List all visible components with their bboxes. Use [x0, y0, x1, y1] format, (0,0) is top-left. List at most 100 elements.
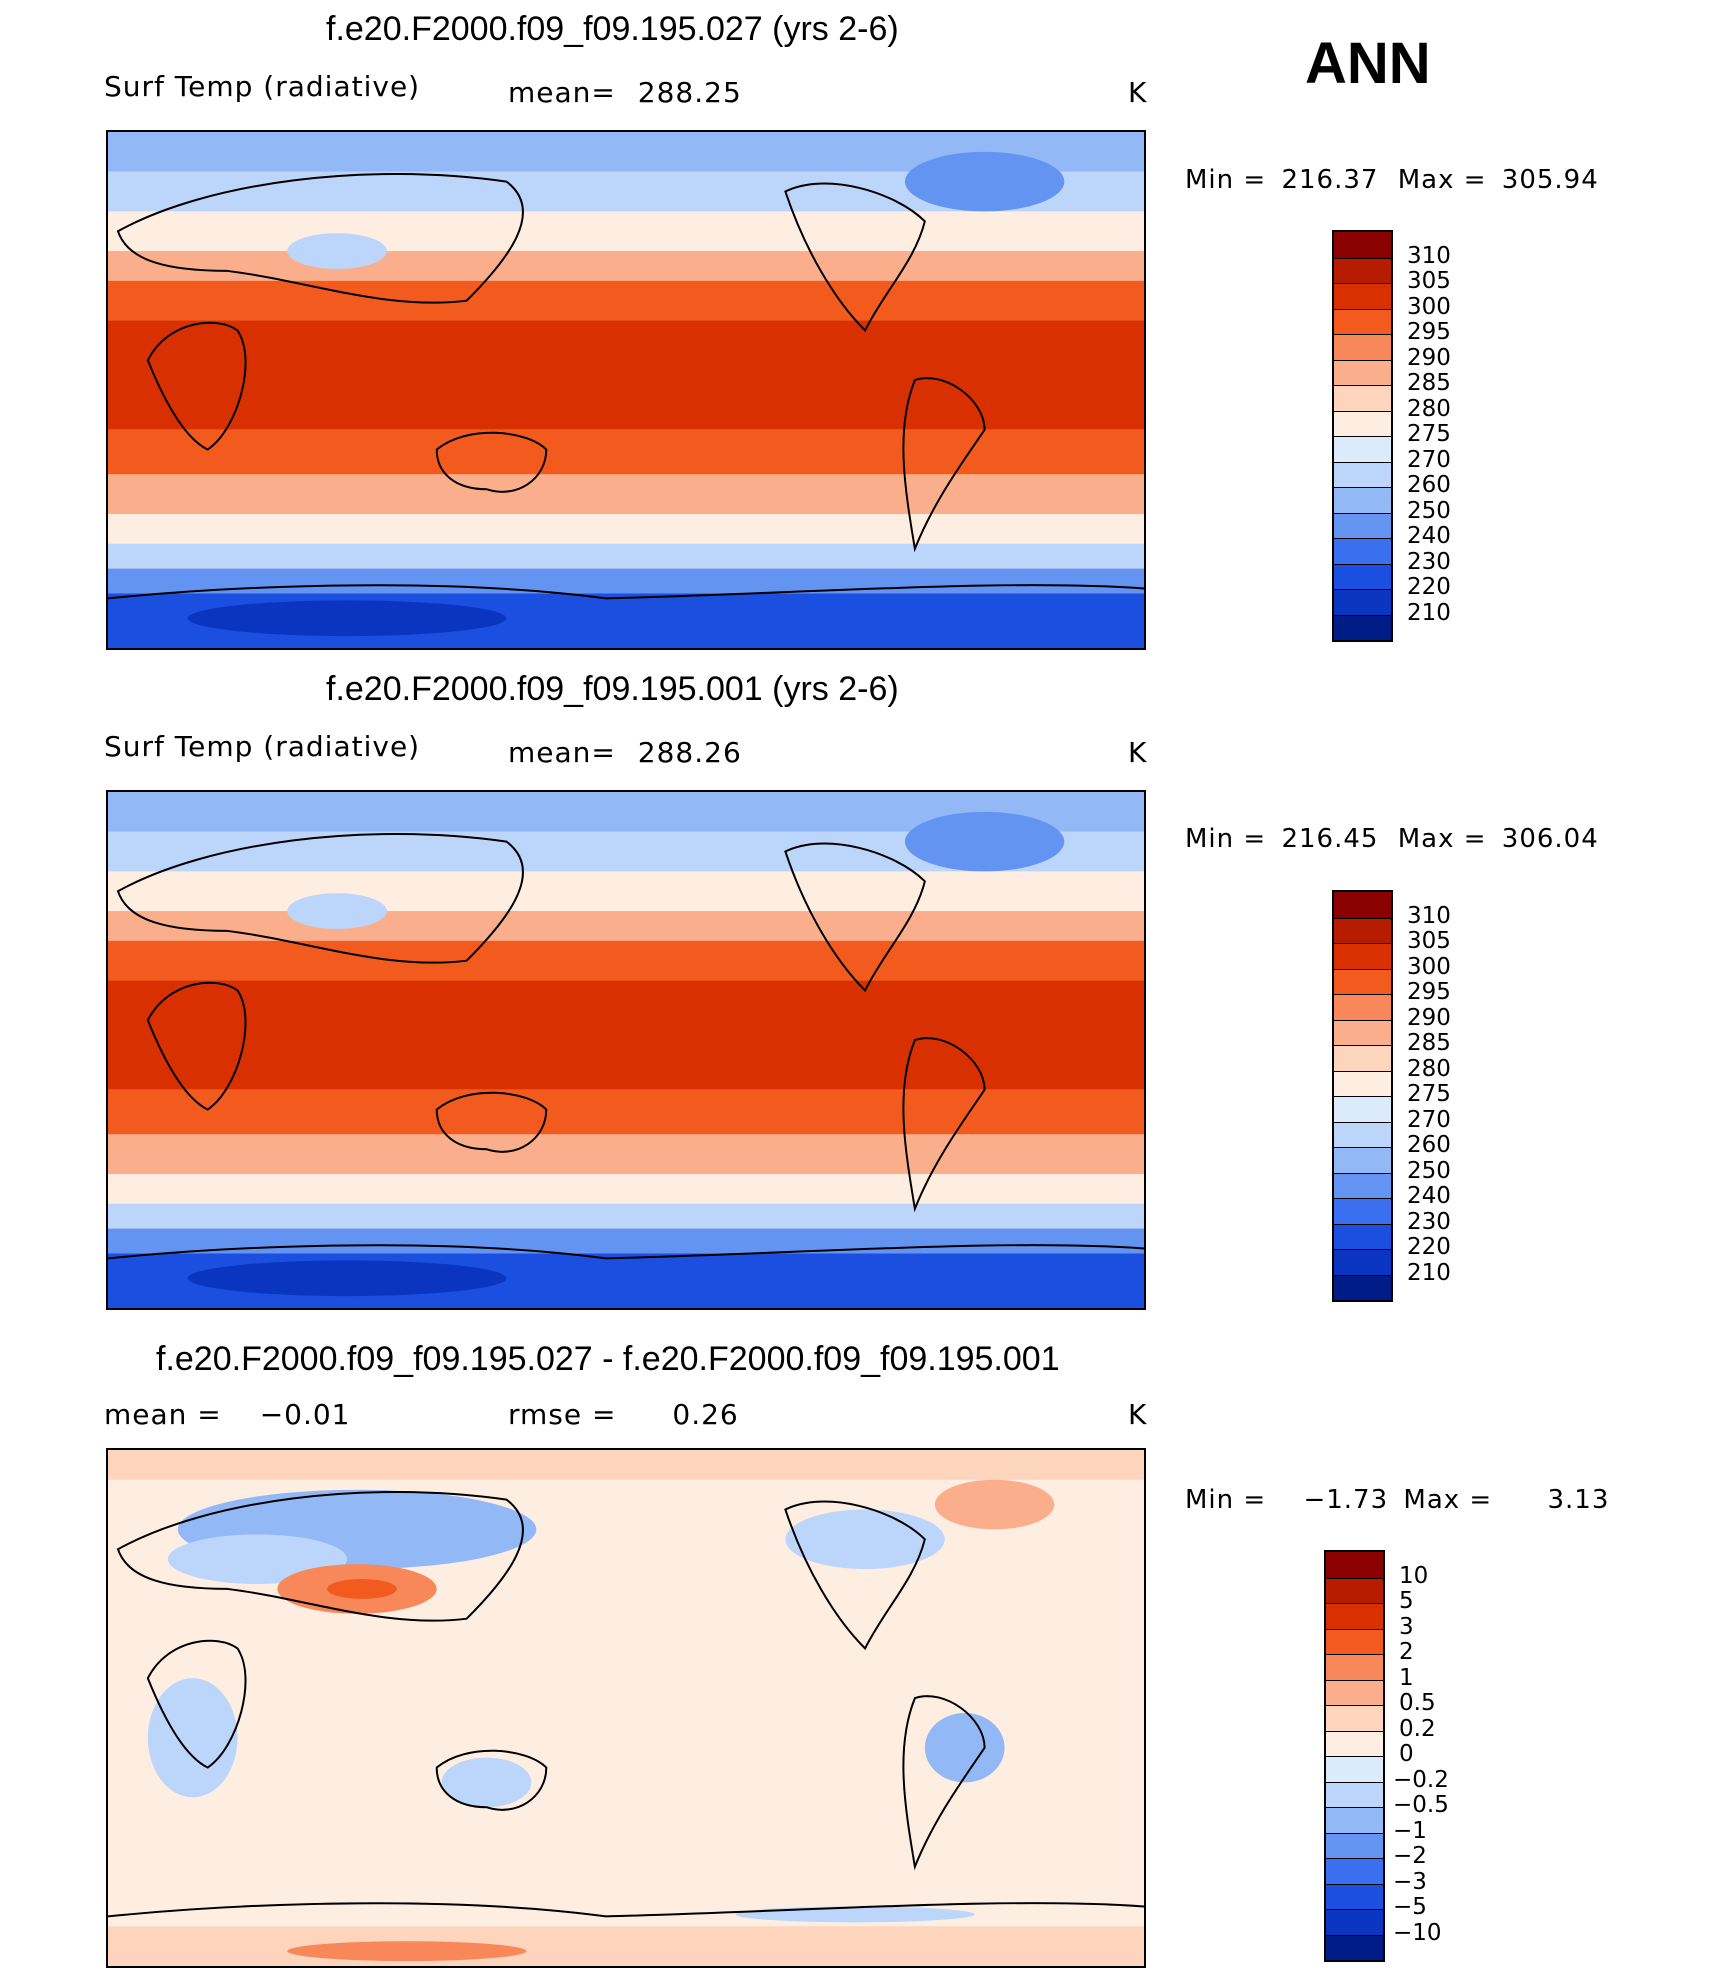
panel-1-mean-label: mean= — [508, 76, 616, 109]
north-america-outline — [784, 842, 926, 993]
colorbar-tick-label: 250 — [1407, 1157, 1451, 1184]
colorbar-tick-label: 290 — [1407, 1004, 1451, 1031]
band-south-mid — [108, 1174, 1144, 1204]
colorbar-tick-label: 270 — [1407, 446, 1451, 473]
colorbar-swatch — [1334, 334, 1391, 360]
colorbar-tick-label: −10 — [1393, 1919, 1442, 1946]
panel-3-min-label: Min = — [1185, 1485, 1267, 1515]
panel-1-units: K — [1128, 76, 1148, 109]
greenland-cold — [904, 811, 1065, 872]
panel-1-mean: mean= 288.25 — [508, 76, 742, 109]
colorbar-tick-label: 295 — [1407, 319, 1451, 345]
colorbar-tick-label: 280 — [1407, 395, 1451, 422]
africa-cold-anomaly — [147, 1678, 238, 1798]
antarctic-warm-streak — [287, 1941, 527, 1962]
band-antarctic-coast — [108, 568, 1144, 594]
band-arctic-warm — [108, 1450, 1144, 1480]
colorbar-tick-label: 310 — [1407, 902, 1451, 929]
panel-1-minmax: Min = 216.37 Max = 305.94 — [1185, 165, 1599, 195]
southern-ocean-cold-streak — [735, 1906, 975, 1923]
panel-1-min-value: 216.37 — [1281, 165, 1379, 195]
panel-2-min-value: 216.45 — [1281, 824, 1379, 854]
panel-1-min-label: Min = — [1185, 165, 1267, 195]
colorbar-swatch — [1334, 1121, 1391, 1147]
colorbar-swatch — [1334, 1045, 1391, 1071]
panel-2-mean: mean= 288.26 — [508, 736, 742, 769]
panel-2-units: K — [1128, 736, 1148, 769]
colorbar-swatch — [1326, 1552, 1383, 1578]
panel-3-rmse-value: 0.26 — [672, 1398, 739, 1431]
africa-outline — [146, 1639, 247, 1769]
south-america-outline — [902, 1037, 986, 1213]
panel-3-max-value: 3.13 — [1547, 1485, 1610, 1515]
south-america-outline — [902, 1695, 986, 1871]
colorbar-swatch — [1326, 1577, 1383, 1603]
colorbar-tick-label: 250 — [1407, 497, 1451, 524]
colorbar-tick-label: −3 — [1393, 1868, 1427, 1895]
panel-2-map — [106, 790, 1146, 1310]
colorbar-tick-label: 300 — [1407, 293, 1451, 320]
colorbar-tick-label: 240 — [1407, 1183, 1451, 1209]
panel-1-mean-value: 288.25 — [637, 76, 742, 109]
panel-3-colorbar — [1324, 1550, 1385, 1962]
colorbar-swatch — [1326, 1909, 1383, 1935]
panel-2-mean-label: mean= — [508, 736, 616, 769]
north-america-cold-anomaly — [785, 1509, 945, 1570]
colorbar-swatch — [1326, 1705, 1383, 1731]
panel-3-mean-value: −0.01 — [259, 1398, 351, 1431]
eurasia-outline — [116, 833, 524, 964]
colorbar-swatch — [1326, 1832, 1383, 1858]
south-america-outline — [902, 377, 986, 553]
panel-3-title: f.e20.F2000.f09_f09.195.027 - f.e20.F200… — [156, 1340, 1060, 1378]
colorbar-swatch — [1334, 1070, 1391, 1096]
panel-2-minmax: Min = 216.45 Max = 306.04 — [1185, 824, 1599, 854]
colorbar-tick-label: 285 — [1407, 370, 1451, 396]
colorbar-swatch — [1326, 1934, 1383, 1960]
africa-outline — [146, 321, 247, 451]
colorbar-swatch — [1326, 1603, 1383, 1629]
panel-3-mean-label: mean = — [104, 1398, 222, 1431]
colorbar-tick-label: 3 — [1399, 1613, 1414, 1640]
band-south-subtropic — [108, 1089, 1144, 1135]
colorbar-tick-label: 1 — [1399, 1664, 1414, 1691]
panel-2-mean-value: 288.26 — [637, 736, 742, 769]
band-north-subtropic — [108, 940, 1144, 981]
colorbar-swatch — [1334, 994, 1391, 1020]
colorbar-tick-label: 5 — [1399, 1588, 1414, 1614]
colorbar-swatch — [1326, 1654, 1383, 1680]
panel-1-title: f.e20.F2000.f09_f09.195.027 (yrs 2-6) — [326, 10, 899, 48]
panel-1-variable: Surf Temp (radiative) — [104, 70, 421, 103]
africa-outline — [146, 981, 247, 1111]
tibet-warm-core — [327, 1579, 397, 1599]
colorbar-tick-label: 0 — [1399, 1741, 1414, 1767]
colorbar-swatch — [1326, 1781, 1383, 1807]
panel-2-title: f.e20.F2000.f09_f09.195.001 (yrs 2-6) — [326, 670, 899, 708]
colorbar-tick-label: 220 — [1407, 574, 1451, 600]
colorbar-tick-label: 0.5 — [1399, 1690, 1436, 1716]
colorbar-tick-label: 210 — [1407, 599, 1451, 626]
panel-3-rmse: rmse = 0.26 — [508, 1398, 739, 1431]
colorbar-tick-label: 10 — [1399, 1562, 1429, 1589]
colorbar-swatch — [1334, 512, 1391, 538]
colorbar-tick-label: −1 — [1393, 1817, 1427, 1844]
colorbar-swatch — [1334, 359, 1391, 385]
band-south-subtropic — [108, 429, 1144, 475]
band-south-mid — [108, 514, 1144, 544]
antarctica-outline — [108, 584, 1144, 600]
colorbar-swatch — [1334, 257, 1391, 283]
panel-1-max-label: Max = — [1397, 165, 1487, 195]
panel-2-min-label: Min = — [1185, 824, 1267, 854]
colorbar-tick-label: 230 — [1407, 548, 1451, 575]
antarctica-outline — [108, 1244, 1144, 1260]
colorbar-swatch — [1334, 487, 1391, 513]
band-south-temperate — [108, 1134, 1144, 1175]
colorbar-swatch — [1334, 589, 1391, 615]
panel-1-colorbar — [1332, 230, 1393, 642]
colorbar-swatch — [1326, 1730, 1383, 1756]
colorbar-swatch — [1326, 1807, 1383, 1833]
colorbar-tick-label: 220 — [1407, 1234, 1451, 1260]
colorbar-tick-label: 295 — [1407, 979, 1451, 1005]
australia-cold-anomaly — [441, 1757, 532, 1808]
band-north-mid — [108, 871, 1144, 912]
north-america-outline — [784, 1500, 926, 1651]
